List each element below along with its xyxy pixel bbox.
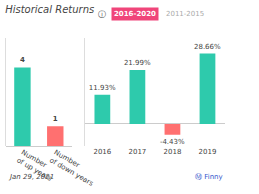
svg-text:2017: 2017 [128,148,146,156]
svg-text:Ⓜ Finny: Ⓜ Finny [195,173,223,181]
svg-text:2016-2020: 2016-2020 [114,10,156,18]
svg-text:28.66%: 28.66% [194,43,221,51]
svg-text:2016: 2016 [93,148,111,156]
svg-text:4: 4 [20,56,25,64]
svg-text:Jan 29, 2021: Jan 29, 2021 [8,173,54,181]
svg-text:-4.43%: -4.43% [160,138,185,146]
svg-text:ⓘ: ⓘ [98,10,106,19]
svg-text:2018: 2018 [164,148,182,156]
svg-text:Numberof down years: Numberof down years [48,148,100,188]
svg-text:2019: 2019 [199,148,217,156]
svg-text:21.99%: 21.99% [124,59,151,67]
svg-text:Numberof up years: Numberof up years [15,148,58,183]
svg-text:Historical Returns: Historical Returns [5,4,94,15]
svg-text:2011-2015: 2011-2015 [166,10,204,18]
svg-text:1: 1 [53,115,58,123]
svg-text:11.93%: 11.93% [89,84,116,92]
